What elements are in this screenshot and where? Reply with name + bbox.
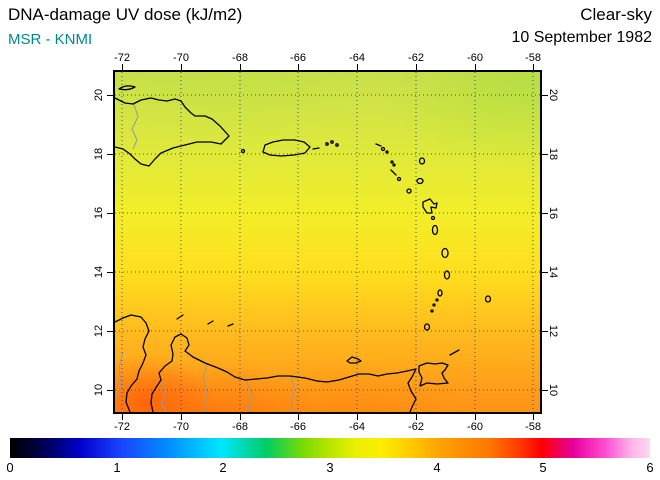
colorbar-tick-label: 3 — [326, 460, 334, 475]
axis-tick — [122, 64, 123, 70]
lon-tick-label: -60 — [467, 421, 483, 433]
coastline-lesser-antilles — [422, 198, 492, 356]
lon-tick-label: -58 — [525, 52, 541, 64]
lon-tick-label: -64 — [349, 421, 365, 433]
axis-tick — [416, 64, 417, 70]
figure-title: DNA-damage UV dose (kJ/m2) — [8, 5, 243, 24]
lat-tick-label: 10 — [547, 383, 559, 397]
colorbar-tick-label: 1 — [113, 460, 121, 475]
axis-tick — [240, 414, 241, 420]
lat-tick-label: 16 — [93, 206, 105, 220]
axis-tick — [542, 154, 548, 155]
axis-tick — [298, 64, 299, 70]
colorbar-tick-label: 5 — [539, 460, 547, 475]
axis-tick — [416, 414, 417, 420]
lat-tick-label: 18 — [93, 147, 105, 161]
lon-tick-label: -70 — [173, 421, 189, 433]
lon-tick-label: -62 — [408, 52, 424, 64]
lat-tick-label: 20 — [547, 88, 559, 102]
date-label: 10 September 1982 — [511, 29, 652, 46]
colorbar-gradient — [10, 438, 650, 458]
country-borders — [116, 103, 296, 412]
axis-tick — [542, 95, 548, 96]
coastline-puerto-rico — [262, 139, 311, 157]
colorbar-tick-label: 2 — [219, 460, 227, 475]
colorbar-tick-label: 4 — [433, 460, 441, 475]
coastline-south-america-west — [115, 314, 150, 412]
lat-tick-label: 14 — [93, 265, 105, 279]
source-label: MSR - KNMI — [8, 31, 93, 48]
lon-tick-label: -72 — [114, 52, 130, 64]
coastline-hispaniola — [115, 97, 230, 167]
lon-tick-label: -68 — [232, 52, 248, 64]
axis-tick — [107, 213, 113, 214]
colorbar-tick-label: 6 — [646, 460, 654, 475]
colorbar-tick-label: 0 — [6, 460, 14, 475]
axis-tick — [475, 64, 476, 70]
axis-tick — [357, 414, 358, 420]
map-overlay — [115, 72, 540, 412]
lat-tick-label: 12 — [93, 324, 105, 338]
lat-tick-label: 16 — [547, 206, 559, 220]
axis-tick — [107, 390, 113, 391]
axis-tick — [475, 414, 476, 420]
lon-tick-label: -66 — [290, 52, 306, 64]
axis-tick — [542, 390, 548, 391]
lon-tick-label: -58 — [525, 421, 541, 433]
lat-tick-label: 14 — [547, 265, 559, 279]
lat-tick-label: 20 — [93, 88, 105, 102]
lon-tick-label: -72 — [114, 421, 130, 433]
axis-tick — [542, 272, 548, 273]
lon-tick-label: -60 — [467, 52, 483, 64]
sky-condition-label: Clear-sky — [580, 5, 652, 24]
lat-tick-label: 18 — [547, 147, 559, 161]
axis-tick — [298, 414, 299, 420]
small-islands — [240, 140, 426, 194]
axis-tick — [107, 272, 113, 273]
lon-tick-label: -64 — [349, 52, 365, 64]
axis-tick — [357, 64, 358, 70]
uv-dose-field — [115, 72, 540, 412]
axis-tick — [542, 331, 548, 332]
axis-tick — [107, 331, 113, 332]
graticule — [115, 72, 540, 412]
axis-tick — [240, 64, 241, 70]
axis-tick — [107, 154, 113, 155]
axis-tick — [533, 64, 534, 70]
axis-tick — [542, 213, 548, 214]
map-panel — [113, 70, 542, 414]
axis-tick — [181, 64, 182, 70]
axis-tick — [122, 414, 123, 420]
lon-tick-label: -68 — [232, 421, 248, 433]
coastline-trinidad — [418, 362, 449, 387]
lon-tick-label: -62 — [408, 421, 424, 433]
lat-tick-label: 12 — [547, 324, 559, 338]
lon-tick-label: -66 — [290, 421, 306, 433]
axis-tick — [107, 95, 113, 96]
coastlines — [115, 85, 492, 412]
axis-tick — [533, 414, 534, 420]
axis-tick — [181, 414, 182, 420]
lon-tick-label: -70 — [173, 52, 189, 64]
lat-tick-label: 10 — [93, 383, 105, 397]
coastline-south-america-east — [150, 333, 417, 412]
